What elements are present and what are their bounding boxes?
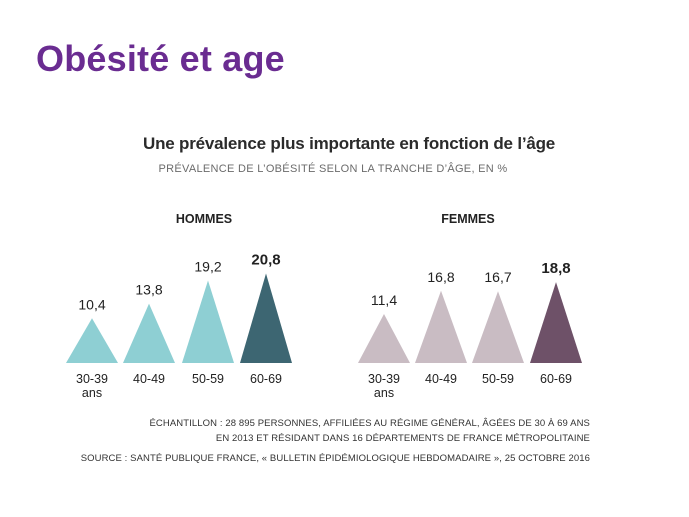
footnote-sample-line-2: EN 2013 ET RÉSIDANT DANS 16 DÉPARTEMENTS…: [215, 433, 590, 444]
data-label-hommes-2: 19,2: [194, 258, 221, 274]
data-label-femmes-2: 16,7: [484, 269, 511, 285]
bar-femmes-1: [415, 290, 467, 363]
footnote-sample-line-1: ÉCHANTILLON : 28 895 PERSONNES, AFFILIÉE…: [149, 418, 590, 429]
data-label-hommes-3: 20,8: [251, 252, 280, 269]
category-label-femmes-2: 50-59: [482, 372, 514, 386]
data-label-femmes-0: 11,4: [371, 292, 397, 308]
category-label-femmes-0: ans: [374, 386, 394, 400]
bar-femmes-2: [472, 291, 524, 363]
category-label-hommes-2: 50-59: [192, 372, 224, 386]
group-label-0: HOMMES: [176, 212, 232, 226]
data-label-hommes-1: 13,8: [135, 282, 162, 298]
category-label-femmes-3: 60-69: [540, 372, 572, 386]
category-label-femmes-0: 30-39: [368, 372, 400, 386]
slide-title: Obésité et age: [36, 38, 285, 79]
bar-hommes-0: [66, 318, 118, 363]
bar-femmes-3: [530, 282, 582, 363]
data-label-hommes-0: 10,4: [78, 296, 105, 312]
bar-hommes-1: [123, 303, 175, 363]
bar-hommes-3: [240, 273, 292, 363]
group-label-1: FEMMES: [441, 212, 494, 226]
bar-femmes-0: [358, 313, 410, 363]
chart-title: Une prévalence plus importante en foncti…: [143, 134, 556, 153]
category-label-hommes-3: 60-69: [250, 372, 282, 386]
data-label-femmes-3: 18,8: [541, 260, 570, 277]
category-label-hommes-0: 30-39: [76, 372, 108, 386]
category-label-hommes-1: 40-49: [133, 372, 165, 386]
chart-subtitle: PRÉVALENCE DE L’OBÉSITÉ SELON LA TRANCHE…: [158, 163, 508, 175]
footnote-source: SOURCE : SANTÉ PUBLIQUE FRANCE, « BULLET…: [80, 453, 590, 464]
category-label-hommes-0: ans: [82, 386, 102, 400]
data-label-femmes-1: 16,8: [427, 269, 454, 285]
category-label-femmes-1: 40-49: [425, 372, 457, 386]
bar-hommes-2: [182, 280, 234, 363]
